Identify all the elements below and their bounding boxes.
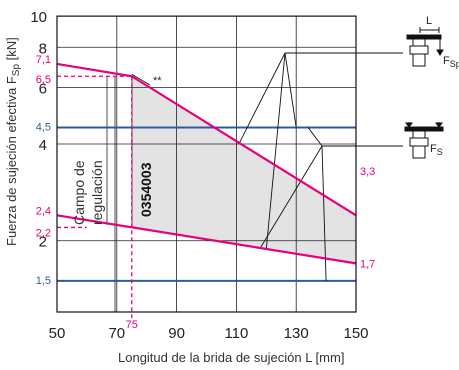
series-line-1 [56,214,357,265]
x-tick-2: 90 [168,325,185,342]
y-tick-1: 4 [39,137,47,154]
left-value-label-3: 2,4 [36,205,51,217]
product-code: 0354003 [138,162,154,217]
callout-sp-2 [284,52,297,128]
left-value-label-2: 4,5 [36,122,51,134]
regulation-label-line2: regulación [89,160,105,225]
y-tick-3: 8 [39,40,47,57]
callout-sp-1 [265,52,286,250]
x-tick-0: 50 [49,325,66,342]
s-icon-side-label: FS [430,143,443,157]
left-value-label-5: 1,5 [36,275,51,287]
callout-s-0 [259,145,323,249]
x-axis-label: Longitud de la brida de sujeción L [mm] [118,350,344,365]
s-icon-side-sub: S [437,147,443,157]
plot-frame [56,15,357,313]
tick-labels: 50 70 90 110 130 150 2 4 6 8 10 [30,9,368,342]
regulation-label-line1: Campo de [71,160,87,225]
marker-x-label: 75 [126,319,138,331]
annotation-leader [131,73,151,86]
callout-s-1 [307,127,323,147]
x-tick-5: 150 [343,325,368,342]
s-icon-side-main: F [430,143,437,155]
left-value-label-4: 2,2 [36,227,51,239]
sp-clamp-icon [406,27,444,67]
grid [56,16,357,312]
sp-icon-top-label: L [426,15,432,27]
sp-icon-side-sub: Sp [450,59,459,69]
y-tick-0: 2 [39,234,47,251]
value-labels: 7,1 6,5 4,5 2,4 2,2 1,5 3,3 1,7 75 [36,54,376,331]
s-clamp-icon [404,122,444,159]
right-value-label-0: 3,3 [360,166,375,178]
y-axis-label: Fuerza de sujeción efectiva FSp [kN] [4,37,22,246]
annotation-mark: ** [153,75,162,87]
sp-icon-side-label: FSp [443,55,459,69]
callout-sp-0 [238,52,286,144]
y-axis-label-sub: Sp [11,64,22,77]
series-lines [56,62,357,265]
y-tick-4: 10 [30,9,47,26]
y-axis-label-main: Fuerza de sujeción efectiva F [4,76,19,246]
sp-icon-side-main: F [443,55,450,67]
right-value-label-1: 1,7 [360,258,375,270]
adjustment-range-fill [131,76,356,264]
left-value-label-1: 6,5 [36,74,51,86]
x-tick-1: 70 [108,325,125,342]
x-tick-3: 110 [224,325,248,342]
y-tick-2: 6 [39,80,47,97]
reference-lines [57,75,356,320]
y-axis-label-unit: [kN] [4,37,19,64]
left-value-label-0: 7,1 [36,54,51,66]
adjustment-range-area [131,76,356,264]
series-line-0 [56,62,357,217]
x-tick-4: 130 [284,325,309,342]
